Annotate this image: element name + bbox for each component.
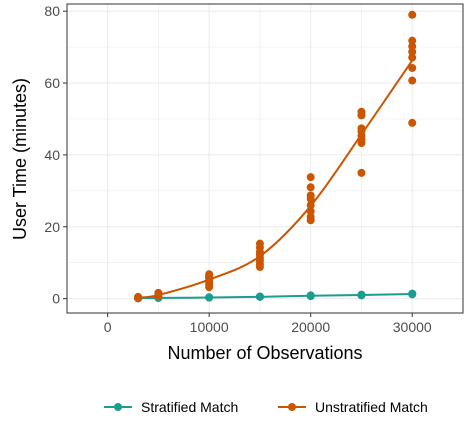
trend-line <box>137 59 414 299</box>
data-point <box>408 36 417 45</box>
data-point <box>205 270 214 279</box>
data-point <box>306 173 315 182</box>
series-unstratified <box>134 10 417 303</box>
data-point <box>255 239 264 248</box>
legend-key-point <box>288 403 296 411</box>
y-tick-label: 0 <box>52 291 60 307</box>
data-point <box>306 183 315 192</box>
data-point <box>134 294 143 303</box>
data-point <box>357 107 366 116</box>
legend-key-point <box>114 403 122 411</box>
data-point <box>408 63 417 72</box>
y-tick-label: 60 <box>44 75 60 91</box>
series-layer <box>134 10 417 303</box>
legend: Stratified Match Unstratified Match <box>104 399 428 415</box>
data-point <box>408 76 417 85</box>
data-point <box>408 10 417 19</box>
legend-label: Unstratified Match <box>315 399 428 415</box>
y-tick-label: 80 <box>44 3 60 19</box>
data-point <box>408 42 417 51</box>
x-tick-label: 20000 <box>291 319 330 335</box>
x-tick-label: 30000 <box>393 319 432 335</box>
y-axis-title: User Time (minutes) <box>10 78 30 240</box>
data-point <box>357 168 366 177</box>
y-tick-label: 40 <box>44 147 60 163</box>
data-point <box>408 53 417 62</box>
legend-item: Unstratified Match <box>278 399 428 415</box>
x-tick-label: 0 <box>104 319 112 335</box>
legend-item: Stratified Match <box>104 399 238 415</box>
plot-panel-border <box>66 3 464 314</box>
data-point <box>408 118 417 127</box>
data-point <box>306 191 315 200</box>
legend-label: Stratified Match <box>141 399 238 415</box>
ticks-layer: 0 10000 20000 30000 0 20 40 60 80 <box>44 3 431 335</box>
x-tick-label: 10000 <box>190 319 229 335</box>
y-tick-label: 20 <box>44 219 60 235</box>
x-axis-title: Number of Observations <box>167 343 362 363</box>
